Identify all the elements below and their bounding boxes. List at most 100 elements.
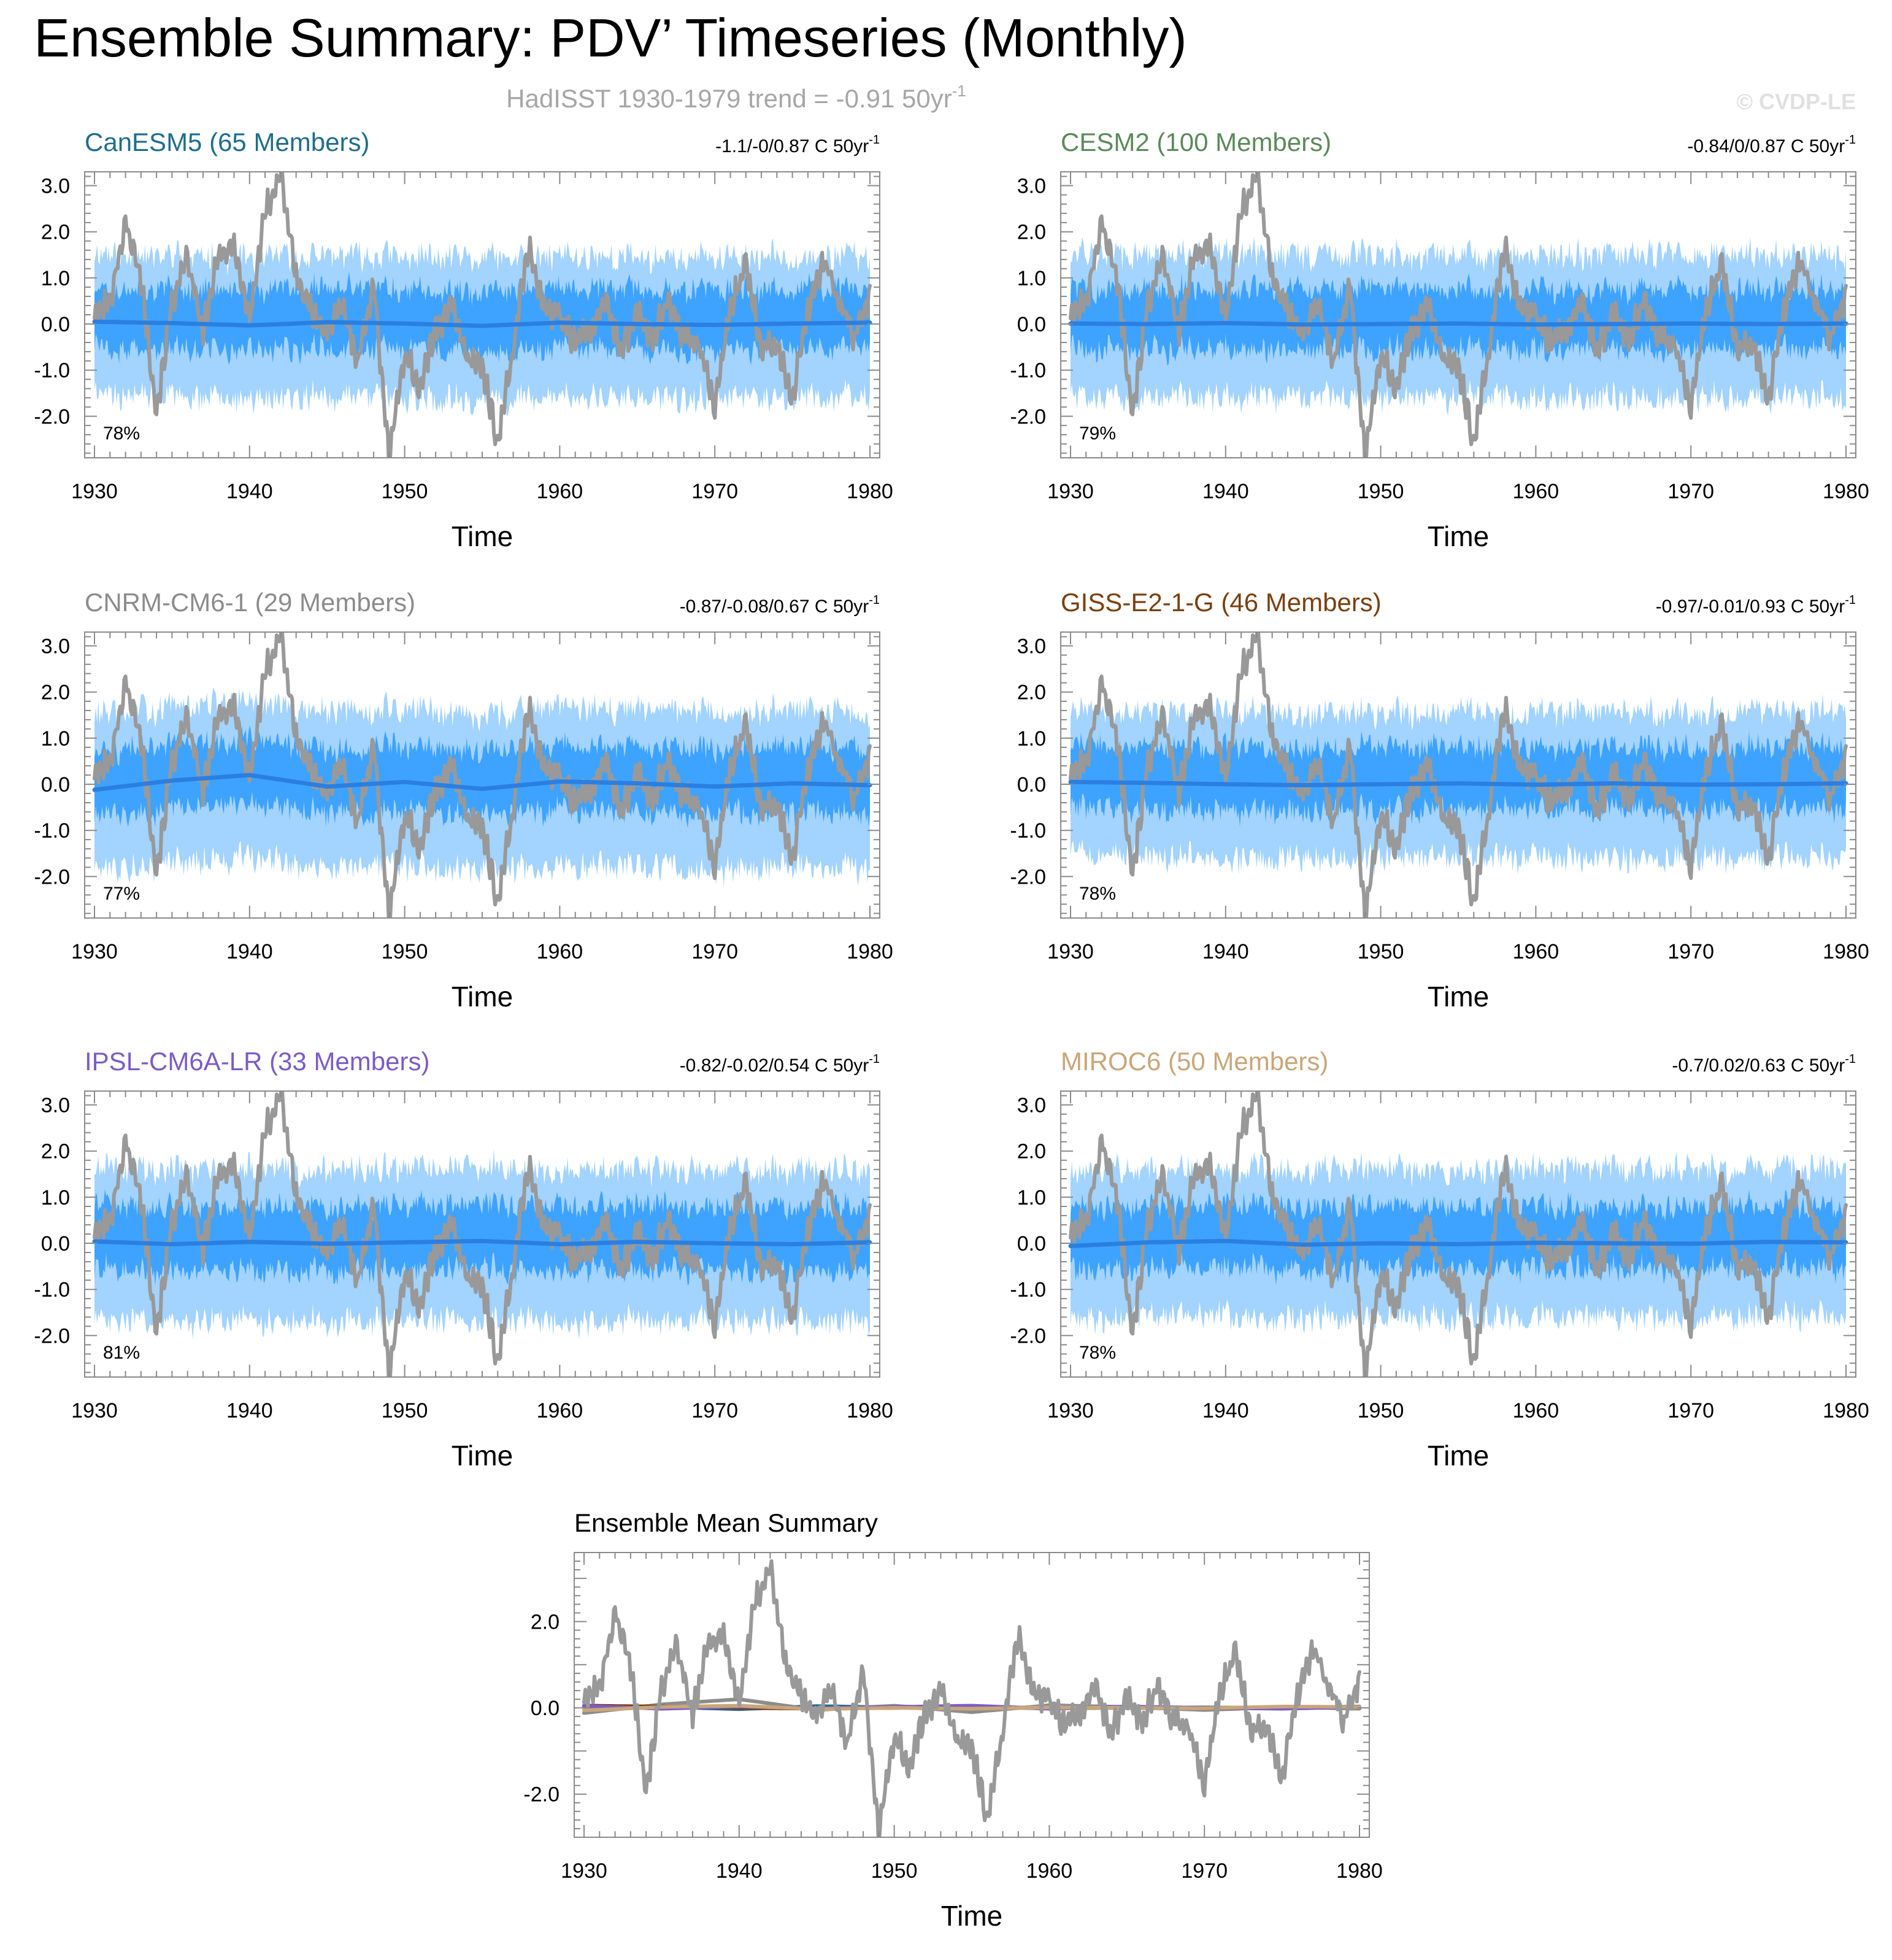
x-tick-label: 1940: [1202, 480, 1249, 503]
x-tick-label: 1960: [1513, 940, 1559, 963]
panel-1: CanESM5 (65 Members) -1.1/-0/0.87 C 50yr-…: [34, 128, 893, 552]
y-tick-label: 3.0: [1017, 1094, 1046, 1117]
ensemble-mean-line: [1068, 321, 1848, 327]
y-tick-label: 1.0: [41, 267, 70, 290]
plot-area: [92, 172, 872, 458]
trend-text: -1.1/-0/0.87 C 50yr: [715, 136, 869, 156]
x-axis-label: Time: [1428, 981, 1490, 1013]
trend-annotation: -1.1/-0/0.87 C 50yr-1: [715, 133, 880, 156]
percent-annotation: 79%: [1079, 423, 1116, 444]
percent-annotation: 78%: [103, 423, 140, 444]
inner-spread-band: [94, 272, 870, 366]
observed-series-line: [93, 632, 872, 918]
inner-spread-band: [94, 725, 870, 830]
panel-4: GISS-E2-1-G (46 Members) -0.97/-0.01/0.93…: [1010, 588, 1869, 1013]
y-tick-label: 2.0: [41, 681, 70, 704]
panel-2: CESM2 (100 Members) -0.84/0/0.87 C 50yr-1…: [1010, 128, 1869, 552]
y-tick-label: -1.0: [34, 819, 70, 843]
y-tick-label: 3.0: [41, 175, 70, 198]
percent-annotation: 77%: [103, 884, 140, 904]
x-tick-label: 1970: [1667, 940, 1714, 963]
trend-annotation: -0.87/-0.08/0.67 C 50yr-1: [680, 593, 880, 617]
y-tick-label: -1.0: [1010, 1278, 1046, 1302]
x-axis-label: Time: [452, 520, 513, 552]
panel-title: CESM2 (100 Members): [1061, 128, 1331, 156]
y-tick-label: 0.0: [41, 773, 70, 797]
x-tick-label: 1970: [1667, 480, 1714, 503]
model-mean-line-6: [582, 1703, 1361, 1713]
x-tick-label: 1980: [847, 1399, 893, 1422]
y-tick-label: 2.0: [531, 1610, 560, 1634]
y-tick-label: 3.0: [1017, 175, 1046, 198]
x-tick-label: 1970: [691, 480, 738, 503]
panel-3: CNRM-CM6-1 (29 Members) -0.87/-0.08/0.67 …: [34, 588, 893, 1013]
percent-annotation: 78%: [1079, 1343, 1116, 1363]
y-tick-label: 3.0: [41, 635, 70, 658]
y-tick-label: -2.0: [34, 865, 70, 889]
x-tick-label: 1950: [382, 940, 428, 963]
ensemble-mean-line: [92, 1238, 872, 1246]
x-tick-label: 1960: [1513, 480, 1559, 503]
y-tick-label: 1.0: [1017, 727, 1046, 750]
trend-annotation: -0.84/0/0.87 C 50yr-1: [1687, 133, 1856, 156]
x-tick-label: 1980: [1336, 1859, 1383, 1883]
x-tick-label: 1930: [71, 1399, 118, 1422]
x-axis-label: Time: [452, 981, 513, 1013]
x-tick-label: 1960: [1026, 1859, 1073, 1883]
plot-area: [92, 632, 872, 918]
y-tick-label: 3.0: [1017, 635, 1046, 658]
x-tick-label: 1980: [847, 480, 893, 503]
x-tick-label: 1950: [382, 1399, 428, 1422]
y-tick-label: 3.0: [41, 1094, 70, 1117]
figure-subtitle: HadISST 1930-1979 trend = -0.91 50yr-1: [506, 82, 966, 113]
inner-spread-band: [94, 1189, 870, 1286]
y-tick-label: -1.0: [1010, 819, 1046, 843]
ensemble-mean-line: [1068, 1238, 1848, 1248]
x-tick-label: 1980: [847, 940, 893, 963]
x-tick-label: 1960: [537, 940, 583, 963]
percent-annotation: 81%: [103, 1343, 140, 1363]
y-tick-label: -2.0: [1010, 1324, 1046, 1348]
x-axis-label: Time: [941, 1900, 1003, 1932]
x-tick-label: 1970: [1667, 1399, 1714, 1422]
x-tick-label: 1980: [1823, 1399, 1869, 1422]
inner-spread-band: [1071, 731, 1846, 827]
y-tick-label: -2.0: [1010, 865, 1046, 889]
x-tick-label: 1960: [537, 480, 583, 503]
x-tick-label: 1930: [1047, 1399, 1094, 1422]
observed-series-line: [93, 172, 872, 458]
x-tick-label: 1940: [226, 1399, 273, 1422]
ensemble-mean-line: [92, 773, 872, 792]
x-tick-label: 1940: [226, 480, 273, 503]
y-tick-label: 0.0: [1017, 313, 1046, 336]
panel-title: Ensemble Mean Summary: [574, 1508, 878, 1537]
panel-title: MIROC6 (50 Members): [1061, 1047, 1328, 1076]
x-tick-label: 1970: [691, 1399, 738, 1422]
y-tick-label: -1.0: [1010, 359, 1046, 382]
x-tick-label: 1940: [716, 1859, 763, 1883]
x-tick-label: 1930: [1047, 940, 1094, 963]
trend-text: -0.84/0/0.87 C 50yr: [1687, 136, 1845, 156]
subtitle-sup: -1: [952, 82, 966, 100]
observed-series-line: [1069, 172, 1848, 458]
panel-title: CNRM-CM6-1 (29 Members): [85, 588, 415, 617]
x-tick-label: 1950: [382, 480, 428, 503]
observed-series-line: [93, 1091, 872, 1377]
y-tick-label: 0.0: [1017, 1232, 1046, 1256]
figure-title: Ensemble Summary: PDV’ Timeseries (Month…: [34, 7, 1186, 68]
y-tick-label: -1.0: [34, 1278, 70, 1302]
x-axis-label: Time: [452, 1440, 513, 1472]
y-tick-label: 0.0: [531, 1697, 560, 1720]
panel-title: CanESM5 (65 Members): [85, 128, 369, 156]
trend-text: -0.87/-0.08/0.67 C 50yr: [680, 596, 869, 617]
x-tick-label: 1940: [1202, 1399, 1249, 1422]
trend-text: -0.7/0.02/0.63 C 50yr: [1672, 1055, 1845, 1076]
watermark: © CVDP-LE: [1736, 89, 1856, 114]
trend-sup: -1: [1845, 133, 1856, 147]
x-tick-label: 1960: [537, 1399, 583, 1422]
plot-area: [1068, 172, 1848, 458]
panel-5: IPSL-CM6A-LR (33 Members) -0.82/-0.02/0.5…: [34, 1047, 893, 1472]
plot-area: [1068, 632, 1848, 918]
x-tick-label: 1930: [71, 940, 118, 963]
